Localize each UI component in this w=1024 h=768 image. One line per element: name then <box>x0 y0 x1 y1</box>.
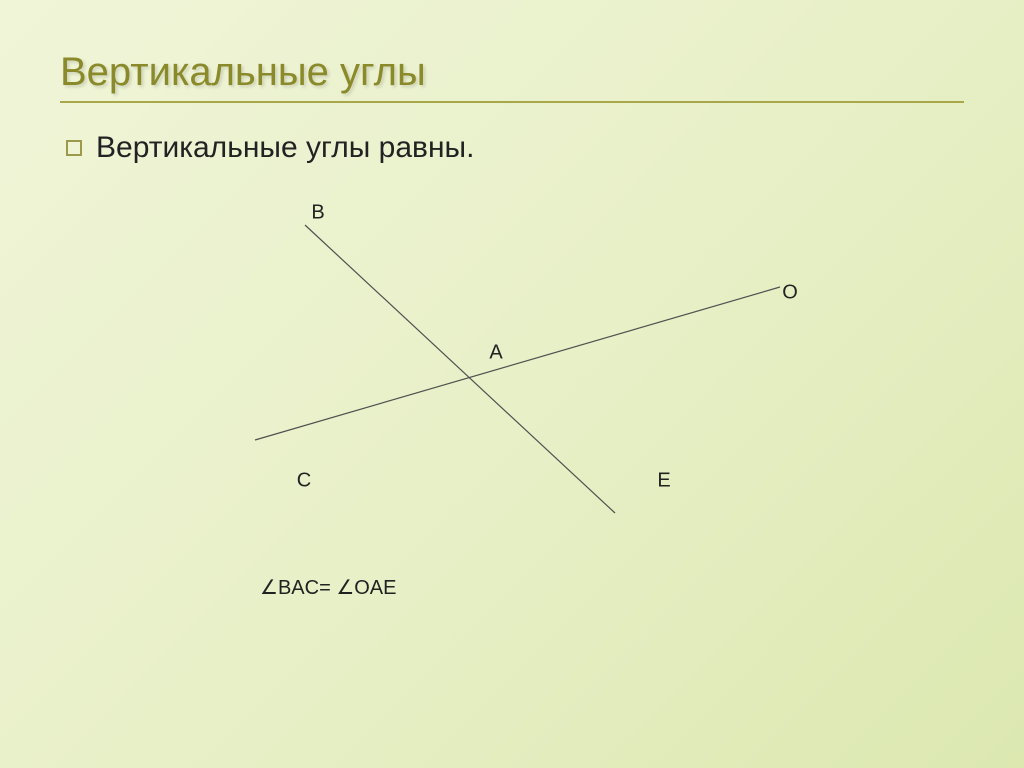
bullet-square-icon <box>66 140 82 156</box>
label-C: C <box>297 470 311 493</box>
label-E: E <box>657 470 670 493</box>
label-O: O <box>782 282 798 305</box>
angle-icon: ∠ <box>260 577 278 599</box>
eq-rhs: OAE <box>354 577 396 599</box>
slide-title: Вертикальные углы <box>60 50 964 95</box>
title-underline <box>60 101 964 103</box>
bullet-item: Вертикальные углы равны. <box>66 131 964 165</box>
eq-lhs: BAC <box>278 577 319 599</box>
slide-container: Вертикальные углы Вертикальные углы равн… <box>0 0 1024 768</box>
diagram: B O A C E ∠BAC= ∠OAE <box>60 175 964 595</box>
label-A: A <box>489 342 502 365</box>
diagram-svg <box>60 175 964 595</box>
label-B: B <box>311 202 324 225</box>
angle-icon: ∠ <box>336 577 354 599</box>
bullet-text: Вертикальные углы равны. <box>96 131 474 165</box>
angle-equation: ∠BAC= ∠OAE <box>260 575 397 600</box>
eq-op: = <box>319 577 331 599</box>
line-co <box>255 287 780 440</box>
line-be <box>305 225 615 513</box>
